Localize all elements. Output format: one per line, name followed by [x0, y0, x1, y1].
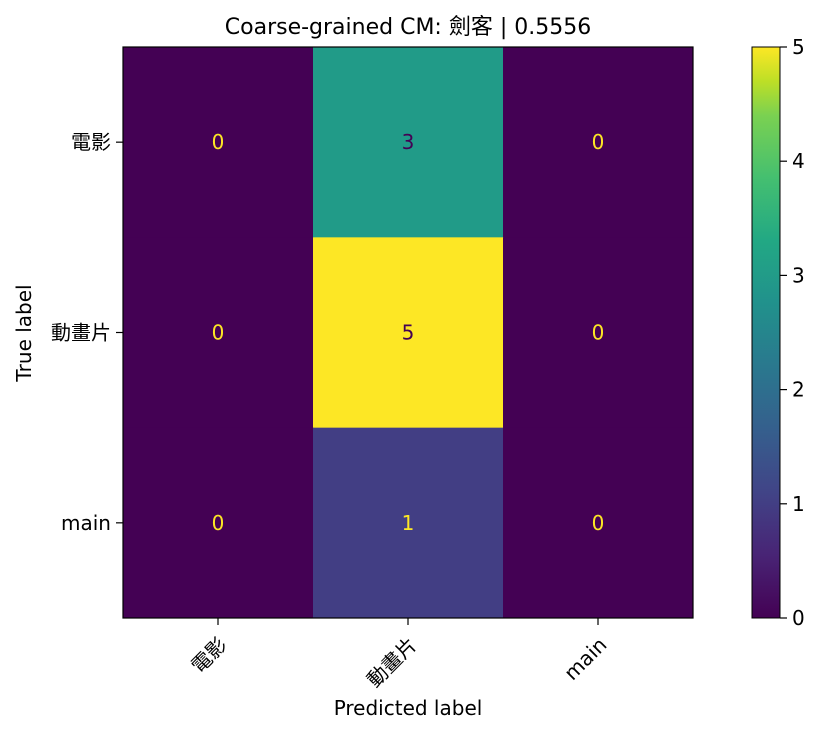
cell-value-label: 5 — [402, 321, 415, 345]
colorbar-tick-label: 1 — [792, 492, 805, 516]
cell-value-label: 3 — [402, 130, 415, 154]
colorbar-ticks: 0 1 2 3 4 5 — [780, 35, 805, 630]
colorbar-tick-label: 2 — [792, 378, 805, 402]
cell-value-label: 0 — [592, 130, 605, 154]
colorbar-tick-label: 0 — [792, 606, 805, 630]
colorbar-tick-label: 5 — [792, 35, 805, 59]
colorbar-tick-label: 4 — [792, 149, 805, 173]
heatmap-cell — [123, 47, 314, 238]
x-axis-label: Predicted label — [334, 696, 483, 720]
chart-title: Coarse-grained CM: 劍客 | 0.5556 — [225, 15, 591, 40]
cell-value-labels: 0 3 0 0 5 0 0 1 0 — [212, 130, 605, 535]
colorbar-tick-label: 3 — [792, 263, 805, 287]
heatmap-cell — [123, 427, 314, 619]
cell-value-label: 1 — [402, 511, 415, 535]
heatmap-cell — [313, 427, 504, 619]
y-tick-label: main — [61, 511, 111, 535]
y-tick-label: 電影 — [71, 130, 111, 154]
heatmap-cell — [123, 237, 314, 429]
heatmap-cell — [313, 47, 504, 238]
cell-value-label: 0 — [592, 321, 605, 345]
y-tick-label: 動畫片 — [51, 321, 111, 345]
heatmap-cell — [503, 47, 694, 238]
cell-value-label: 0 — [212, 321, 225, 345]
heatmap-cells — [123, 47, 694, 619]
heatmap-cell — [503, 427, 694, 619]
x-tick-label: 電影 — [186, 633, 231, 678]
heatmap-cell — [313, 237, 504, 429]
colorbar — [751, 46, 781, 619]
x-tick-label: 動畫片 — [362, 633, 421, 692]
cell-value-label: 0 — [592, 511, 605, 535]
x-axis-ticks: 電影 動畫片 main — [186, 618, 612, 692]
x-tick-label: main — [559, 633, 611, 685]
cell-value-label: 0 — [212, 511, 225, 535]
y-axis-label: True label — [12, 284, 36, 382]
heatmap-cell — [503, 237, 694, 429]
cell-value-label: 0 — [212, 130, 225, 154]
